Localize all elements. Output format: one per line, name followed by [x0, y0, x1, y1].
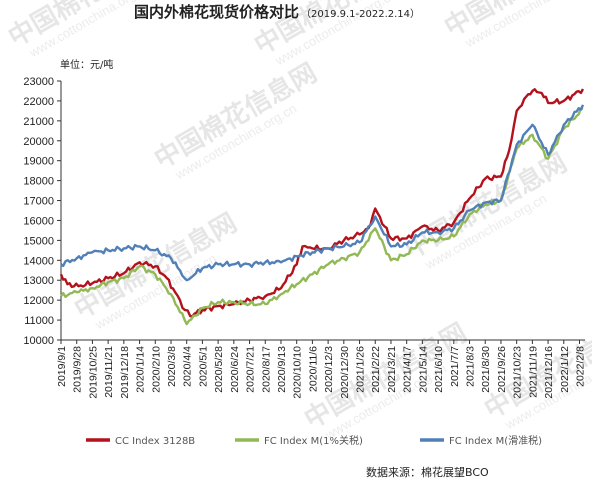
legend-label-3: FC Index M(滑准税) — [449, 434, 542, 447]
y-tick-label: 20000 — [23, 136, 54, 148]
y-tick-label: 14000 — [23, 255, 54, 267]
watermark-text: 中国棉花信息网 — [399, 147, 572, 265]
chart-subtitle: （2019.9.1-2022.2.14） — [301, 8, 420, 20]
series-layer — [59, 88, 585, 326]
x-tick-label: 2020/6/24 — [229, 346, 241, 393]
chart-title: 国内外棉花现货价格对比 — [134, 3, 299, 21]
x-tick-label: 2020/7/21 — [245, 346, 257, 393]
y-tick-label: 13000 — [23, 275, 54, 287]
x-tick-label: 2022/2/8 — [575, 346, 587, 387]
y-tick-label: 15000 — [23, 235, 54, 247]
legend-label-1: CC Index 3128B — [115, 436, 195, 447]
x-tick-label: 2021/11/19 — [527, 346, 539, 398]
x-tick-label: 2021/6/10 — [433, 346, 445, 393]
x-tick-label: 2021/1/26 — [355, 346, 367, 393]
y-tick-label: 23000 — [23, 76, 54, 88]
legend: CC Index 3128B FC Index M(1%关税) FC Index M… — [86, 434, 542, 447]
x-tick-label: 2020/4/4 — [182, 346, 194, 387]
watermark-text: 中国棉花信息网 — [149, 57, 322, 175]
x-tick-label: 2019/9/28 — [72, 346, 84, 393]
x-tick-label: 2021/4/17 — [402, 346, 414, 393]
x-tick-label: 2020/5/1 — [197, 346, 209, 387]
y-tick-label: 16000 — [23, 215, 54, 227]
y-tick-label: 19000 — [23, 156, 54, 168]
x-tick-label: 2019/9/1 — [56, 346, 68, 387]
x-tick-label: 2021/3/21 — [386, 346, 398, 393]
y-axis-unit-label: 单位：元/吨 — [60, 58, 113, 71]
x-tick-label: 2020/12/3 — [323, 346, 335, 393]
series-line-3 — [60, 104, 585, 282]
axes: 10000 11000 12000 13000 14000 15000 16000 17000… — [23, 76, 586, 399]
x-tick-label: 2020/3/8 — [166, 346, 178, 387]
x-tick-label: 2021/7/7 — [449, 346, 461, 387]
y-tick-label: 17000 — [23, 196, 54, 208]
x-tick-label: 2021/2/22 — [370, 346, 382, 393]
x-tick-label: 2020/5/28 — [213, 346, 225, 393]
x-tick-label: 2021/9/26 — [496, 346, 508, 393]
x-tick-label: 2020/11/6 — [307, 346, 319, 392]
x-tick-label: 2020/9/13 — [276, 346, 288, 393]
x-tick-label: 2021/10/23 — [512, 346, 524, 399]
x-tick-label: 2019/11/21 — [103, 346, 115, 398]
x-tick-label: 2020/2/10 — [150, 346, 162, 393]
x-tick-label: 2021/8/3 — [465, 346, 477, 387]
data-source-note: 数据来源：棉花展望BCO — [366, 465, 489, 479]
y-tick-label: 12000 — [23, 295, 54, 307]
y-tick-label: 10000 — [23, 335, 54, 347]
legend-label-2: FC Index M(1%关税) — [264, 434, 363, 447]
x-tick-label: 2020/1/14 — [135, 346, 147, 393]
y-tick-label: 18000 — [23, 176, 54, 188]
x-tick-label: 2021/12/16 — [543, 346, 555, 399]
y-tick-label: 21000 — [23, 116, 54, 128]
x-tick-label: 2021/8/30 — [480, 346, 492, 393]
series-line-2 — [60, 107, 584, 326]
x-tick-label: 2022/1/12 — [559, 346, 571, 393]
y-tick-label: 11000 — [24, 315, 54, 327]
x-tick-label: 2020/12/30 — [339, 346, 351, 399]
y-tick-label: 22000 — [23, 96, 54, 108]
x-tick-label: 2020/10/10 — [292, 346, 304, 399]
x-tick-label: 2019/12/18 — [119, 346, 131, 399]
x-tick-label: 2020/8/17 — [260, 346, 272, 393]
x-tick-label: 2021/5/14 — [417, 346, 429, 393]
x-tick-label: 2019/10/25 — [87, 346, 99, 399]
